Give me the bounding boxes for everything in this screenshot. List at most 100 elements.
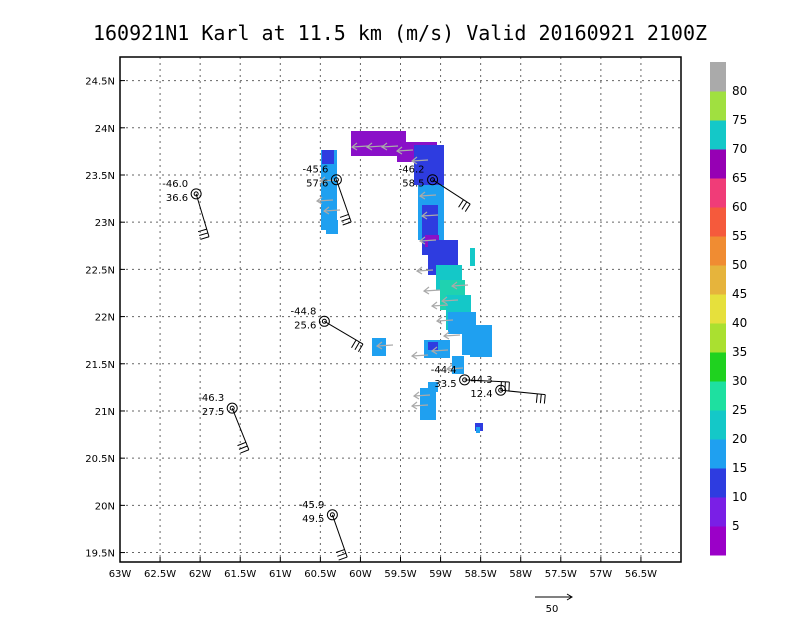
wind-barb-flag bbox=[340, 214, 348, 217]
dropsonde-wind-label: 49.5 bbox=[302, 514, 324, 525]
y-tick-label: 21N bbox=[95, 407, 115, 418]
y-tick-label: 20.5N bbox=[85, 454, 115, 465]
wind-barb-flag bbox=[355, 342, 360, 350]
x-tick-label: 57W bbox=[590, 569, 613, 580]
dropsonde-wind-label: 12.4 bbox=[470, 389, 492, 400]
y-tick-label: 22.5N bbox=[85, 265, 115, 276]
colorbar-swatch bbox=[710, 265, 726, 295]
x-tick-label: 56.5W bbox=[625, 569, 657, 580]
x-tick-label: 61.5W bbox=[224, 569, 256, 580]
dropsonde-temp-label: -46.3 bbox=[198, 393, 224, 404]
colorbar-label: 50 bbox=[732, 258, 747, 272]
wind-barb-flag bbox=[352, 340, 357, 348]
colorbar-label: 20 bbox=[732, 432, 747, 446]
x-tick-label: 60W bbox=[349, 569, 372, 580]
wind-barb-flag bbox=[341, 218, 349, 221]
colorbar-swatch bbox=[710, 91, 726, 121]
reference-vector: 50 bbox=[535, 594, 572, 615]
dropsonde-temp-label: 44.3 bbox=[470, 375, 492, 386]
wind-barb-flag bbox=[536, 394, 537, 403]
colorbar-swatch bbox=[710, 207, 726, 237]
colorbar-swatch bbox=[710, 410, 726, 440]
x-tick-label: 61W bbox=[269, 569, 292, 580]
colorbar-label: 35 bbox=[732, 345, 747, 359]
colorbar-swatch bbox=[710, 381, 726, 411]
colorbar-label: 75 bbox=[732, 113, 747, 127]
wind-barb-shaft bbox=[501, 390, 546, 394]
wind-barb-shaft bbox=[324, 321, 363, 344]
dropsonde-wind-label: 36.6 bbox=[166, 193, 188, 204]
x-tick-label: 60.5W bbox=[304, 569, 336, 580]
wind-speed-cells bbox=[321, 131, 492, 433]
colorbar-label: 45 bbox=[732, 287, 747, 301]
colorbar-swatch bbox=[710, 526, 726, 556]
wind-barb-flag bbox=[238, 442, 246, 445]
y-tick-label: 19.5N bbox=[85, 549, 115, 560]
colorbar-swatch bbox=[710, 439, 726, 469]
colorbar-swatch bbox=[710, 468, 726, 498]
wind-barb-shaft bbox=[232, 408, 249, 450]
x-tick-label: 58.5W bbox=[465, 569, 497, 580]
colorbar-swatch bbox=[710, 294, 726, 324]
wind-arrow bbox=[444, 335, 460, 336]
dropsonde-temp-label: -45.9 bbox=[299, 500, 325, 511]
wind-barb-flag bbox=[339, 557, 347, 560]
wind-speed-cell bbox=[428, 342, 438, 350]
y-tick-label: 20N bbox=[95, 501, 115, 512]
wind-barb-flag bbox=[240, 450, 248, 453]
colorbar-label: 65 bbox=[732, 171, 747, 185]
colorbar-swatch bbox=[710, 62, 726, 92]
y-tick-label: 23.5N bbox=[85, 171, 115, 182]
colorbar-label: 10 bbox=[732, 490, 747, 504]
dropsonde-wind-label: 57.6 bbox=[306, 179, 328, 190]
colorbar-swatch bbox=[710, 120, 726, 150]
colorbar-swatch bbox=[710, 236, 726, 266]
wind-speed-cell bbox=[420, 388, 436, 420]
x-tick-label: 59W bbox=[429, 569, 452, 580]
dropsonde-wind-label: 25.6 bbox=[294, 320, 316, 331]
wind-barb-flag bbox=[465, 204, 470, 212]
colorbar-swatch bbox=[710, 352, 726, 382]
dropsonde-temp-label: -44.8 bbox=[290, 306, 316, 317]
wind-speed-cell bbox=[476, 427, 480, 433]
dropsonde-temp-label: -46.2 bbox=[399, 165, 425, 176]
reference-vector-label: 50 bbox=[546, 604, 559, 615]
dropsonde-wind-label: 33.5 bbox=[434, 379, 456, 390]
x-tick-label: 59.5W bbox=[384, 569, 416, 580]
x-tick-label: 58W bbox=[509, 569, 532, 580]
dropsonde-wind-label: 58.5 bbox=[402, 179, 424, 190]
y-axis-ticks: 24.5N24N23.5N23N22.5N22N21.5N21N20.5N20N… bbox=[85, 77, 125, 560]
wind-barb-flag bbox=[540, 394, 541, 403]
colorbar-label: 30 bbox=[732, 374, 747, 388]
wind-barb-flag bbox=[462, 202, 467, 210]
dropsonde-temp-label: -45.6 bbox=[303, 165, 329, 176]
wind-arrow bbox=[424, 290, 440, 291]
wind-speed-cell bbox=[322, 150, 334, 164]
colorbar-label: 40 bbox=[732, 316, 747, 330]
dropsonde-temp-label: -44.4 bbox=[431, 365, 457, 376]
wind-barb-flag bbox=[337, 553, 345, 556]
wind-barb-flag bbox=[200, 237, 209, 240]
y-tick-label: 24N bbox=[95, 124, 115, 135]
chart-title: 160921N1 Karl at 11.5 km (m/s) Valid 201… bbox=[93, 21, 707, 45]
colorbar-label: 25 bbox=[732, 403, 747, 417]
colorbar-swatch bbox=[710, 497, 726, 527]
dropsonde-observations: -46.0 36.6 -45.6 57.6 -46.2 58.5 -44.8 25.6 -44.… bbox=[162, 165, 545, 560]
colorbar-swatch bbox=[710, 178, 726, 208]
colorbar-label: 60 bbox=[732, 200, 747, 214]
wind-speed-cell bbox=[326, 220, 338, 234]
y-tick-label: 21.5N bbox=[85, 360, 115, 371]
wind-speed-cell bbox=[470, 248, 475, 266]
y-tick-label: 24.5N bbox=[85, 77, 115, 88]
colorbar-label: 15 bbox=[732, 461, 747, 475]
wind-barb-flag bbox=[459, 200, 464, 208]
x-tick-label: 57.5W bbox=[545, 569, 577, 580]
colorbar-swatch bbox=[710, 149, 726, 179]
x-tick-label: 63W bbox=[109, 569, 132, 580]
dropsonde-temp-label: -46.0 bbox=[162, 179, 188, 190]
x-tick-label: 62W bbox=[189, 569, 212, 580]
y-tick-label: 23N bbox=[95, 218, 115, 229]
